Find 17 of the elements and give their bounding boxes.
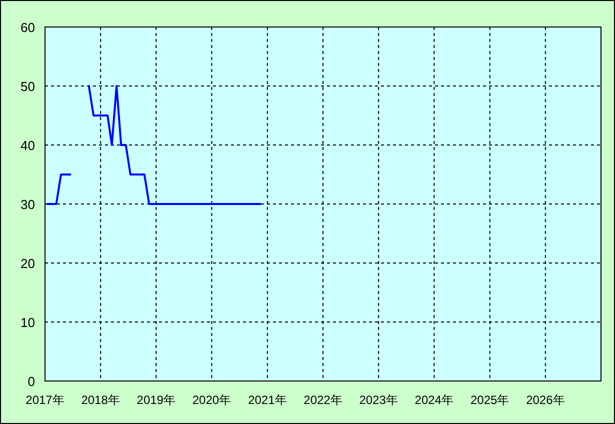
y-tick-label: 0 — [28, 374, 35, 389]
x-tick-label: 2023年 — [359, 393, 398, 407]
y-tick-label: 50 — [20, 79, 35, 94]
x-tick-label: 2017年 — [26, 393, 64, 407]
x-tick-label: 2025年 — [470, 393, 510, 407]
y-tick-label: 20 — [20, 256, 35, 271]
x-tick-label: 2024年 — [414, 393, 454, 407]
x-tick-label: 2026年 — [526, 393, 565, 407]
x-tick-label: 2018年 — [81, 393, 120, 407]
y-tick-label: 40 — [20, 138, 35, 153]
x-tick-label: 2021年 — [248, 393, 287, 407]
x-tick-label: 2019年 — [136, 393, 176, 407]
y-tick-label: 30 — [20, 197, 35, 212]
x-tick-label: 2022年 — [304, 393, 342, 407]
y-tick-label: 10 — [20, 315, 35, 330]
x-tick-label: 2020年 — [192, 393, 232, 407]
y-tick-label: 60 — [20, 20, 35, 35]
